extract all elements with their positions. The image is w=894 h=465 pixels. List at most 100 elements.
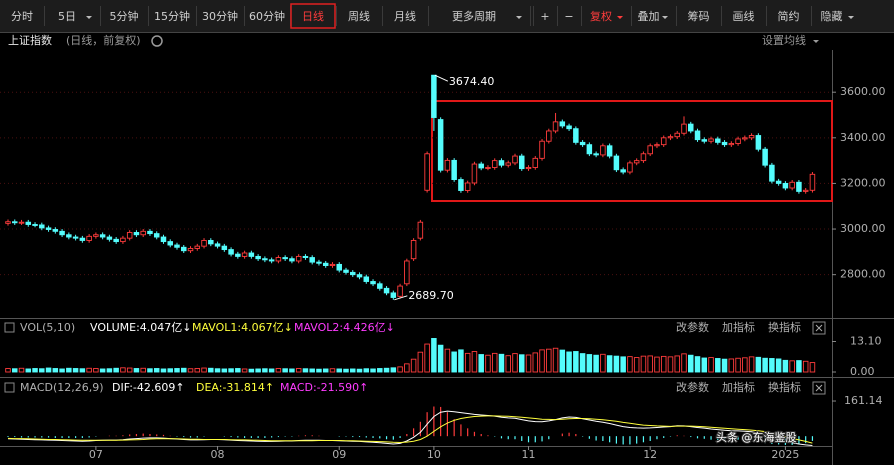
candle-body xyxy=(404,260,410,285)
period-tab[interactable]: 60分钟 xyxy=(249,9,285,23)
candle-body xyxy=(633,160,640,164)
tool-button[interactable]: + xyxy=(540,10,549,23)
candle-body xyxy=(789,181,795,189)
x-tick-label: 09 xyxy=(332,448,346,461)
tool-button[interactable]: 筹码 xyxy=(688,9,710,23)
tool-button[interactable]: 隐藏 xyxy=(821,10,843,23)
volume-bar xyxy=(525,354,532,373)
legend-entry: MAVOL1:4.067亿↓ xyxy=(192,321,293,334)
legend-entry: MAVOL2:4.426亿↓ xyxy=(294,321,395,334)
period-tab[interactable]: 月线 xyxy=(394,9,416,23)
candle-body xyxy=(235,253,241,257)
panel-action[interactable]: 加指标 xyxy=(722,320,755,334)
volume-bar xyxy=(701,357,708,373)
panel-action[interactable]: 换指标 xyxy=(768,320,801,334)
tool-button[interactable]: 简约 xyxy=(778,9,800,23)
volume-bar xyxy=(586,354,593,373)
close-button[interactable] xyxy=(812,321,826,335)
volume-bar xyxy=(410,358,417,373)
highlight-box xyxy=(431,100,833,202)
candle-body xyxy=(99,234,106,238)
candle-body xyxy=(444,159,451,171)
panel-action[interactable]: 换指标 xyxy=(768,380,801,394)
candle-body xyxy=(728,143,735,146)
volume-bar xyxy=(329,368,336,373)
candle-body xyxy=(356,274,363,278)
volume-bar xyxy=(72,368,79,373)
low-annotation: 2689.70 xyxy=(408,289,454,302)
candle-body xyxy=(147,230,153,235)
candle-body xyxy=(417,221,424,239)
tool-button[interactable]: 复权 xyxy=(590,9,612,23)
volume-bar xyxy=(45,367,52,373)
panel-action[interactable]: 改参数 xyxy=(676,380,709,394)
candle-body xyxy=(802,189,809,192)
volume-bar xyxy=(214,368,221,373)
settings-icon[interactable] xyxy=(151,35,163,47)
volume-bar xyxy=(275,368,282,373)
close-button[interactable] xyxy=(812,381,826,395)
candle-body xyxy=(268,259,275,262)
candle-body xyxy=(647,145,653,155)
volume-bar xyxy=(505,355,511,373)
volume-bar xyxy=(647,355,653,373)
candle-body xyxy=(660,137,667,146)
legend-entry: DIF:-42.609↑ xyxy=(112,381,185,394)
volume-bar xyxy=(99,368,106,373)
tool-button[interactable]: 画线 xyxy=(733,9,755,23)
volume-bar xyxy=(370,368,376,373)
tool-button[interactable]: − xyxy=(564,10,573,23)
volume-bar xyxy=(289,368,295,373)
tool-button[interactable]: 叠加 xyxy=(638,10,660,23)
candle-body xyxy=(809,173,816,191)
volume-bar xyxy=(464,352,471,373)
candle-body xyxy=(654,144,660,147)
period-tab[interactable]: 更多周期 xyxy=(452,9,496,23)
volume-bar xyxy=(431,338,437,373)
period-tab[interactable]: 日线 xyxy=(302,9,324,23)
volume-bar xyxy=(809,362,816,373)
period-tab[interactable]: 分时 xyxy=(11,10,33,23)
volume-bar xyxy=(194,368,201,373)
volume-bar xyxy=(708,357,714,373)
candle-body xyxy=(627,162,633,173)
volume-bar xyxy=(762,357,768,373)
candle-body xyxy=(363,276,370,282)
y-tick-label: 3200.00 xyxy=(840,176,886,189)
volume-bar xyxy=(322,368,329,373)
close-icon xyxy=(815,384,823,392)
candle-body xyxy=(451,159,457,181)
candle-body xyxy=(32,224,38,226)
panel-action[interactable]: 改参数 xyxy=(676,320,709,334)
candle-body xyxy=(471,163,478,184)
volume-bar xyxy=(633,357,640,373)
y-tick-label: 3000.00 xyxy=(840,222,886,235)
period-tab[interactable]: 30分钟 xyxy=(202,9,238,23)
candle-body xyxy=(187,247,194,252)
volume-bar xyxy=(106,368,113,373)
candle-body xyxy=(681,123,687,134)
candle-body xyxy=(275,257,282,262)
volume-bar xyxy=(153,368,160,373)
period-tab[interactable]: 5日 xyxy=(58,10,76,23)
volume-bar xyxy=(755,356,762,373)
volume-bar xyxy=(694,356,701,373)
volume-bar xyxy=(228,368,234,373)
volume-bar xyxy=(282,368,288,373)
period-tab[interactable]: 5分钟 xyxy=(110,9,139,23)
candle-body xyxy=(796,181,802,192)
candle-body xyxy=(600,145,606,156)
candle-body xyxy=(410,240,417,260)
candle-body xyxy=(606,145,613,157)
period-tab[interactable]: 周线 xyxy=(348,9,370,23)
annotation-arrow xyxy=(394,295,408,301)
volume-bar xyxy=(390,367,397,373)
candle-body xyxy=(262,258,268,261)
candle-body xyxy=(86,235,92,241)
candle-body xyxy=(755,135,762,150)
ma-setting[interactable]: 设置均线 xyxy=(762,33,806,47)
panel-action[interactable]: 加指标 xyxy=(722,380,755,394)
volume-bar xyxy=(498,353,505,373)
period-tab[interactable]: 15分钟 xyxy=(154,9,190,23)
